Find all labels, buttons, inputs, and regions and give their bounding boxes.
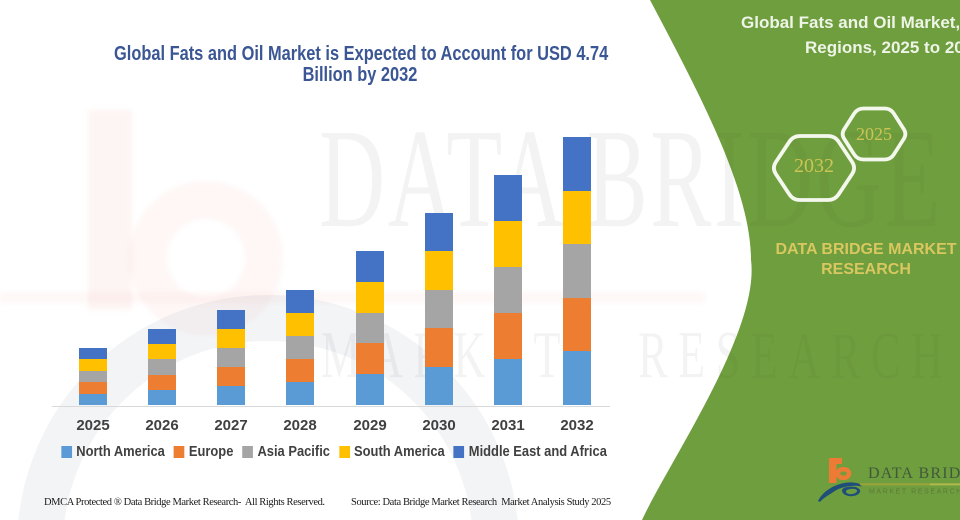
svg-text:MARKET RESEARCH: MARKET RESEARCH — [869, 489, 960, 496]
svg-text:MARKET RESEARCH: MARKET RESEARCH — [321, 319, 953, 393]
svg-text:DATA BRIDGE: DATA BRIDGE — [868, 465, 960, 482]
